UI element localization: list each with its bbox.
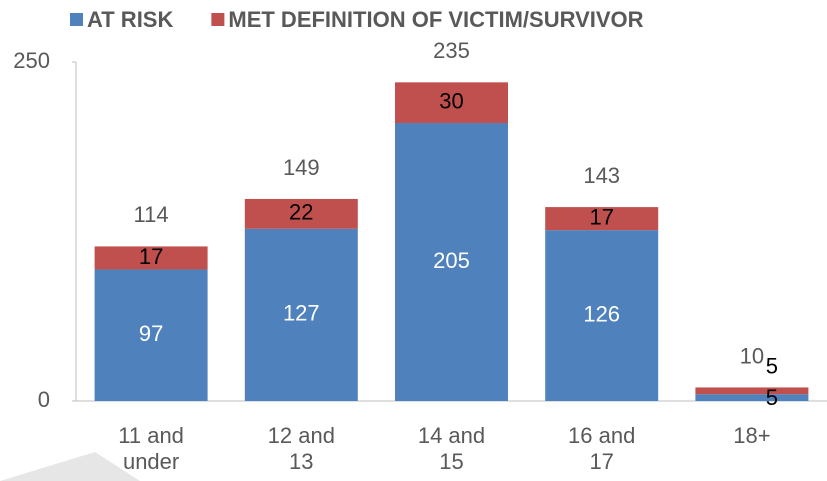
legend-swatch: [70, 13, 83, 26]
bar-segment: [695, 394, 809, 401]
value-label: 30: [439, 88, 463, 113]
x-tick-label: 18+: [733, 423, 771, 448]
value-label: 127: [283, 301, 320, 326]
legend-swatch: [211, 13, 225, 26]
bar-segment: [545, 230, 659, 401]
value-label: 5: [766, 353, 778, 378]
bar-segment: [395, 123, 508, 402]
value-label: 97: [139, 321, 163, 346]
bar-segment: [244, 198, 358, 229]
x-tick-label: 16 and 17: [568, 423, 636, 474]
total-label: 143: [583, 163, 620, 188]
value-label: 205: [433, 248, 470, 273]
x-tick-label: 11 and under: [118, 423, 184, 474]
bar-segment: [94, 269, 208, 401]
bar-segment: [94, 246, 208, 270]
legend-label: MET DEFINITION OF VICTIM/SURVIVOR: [228, 7, 643, 32]
x-tick-label: 14 and 15: [417, 423, 486, 474]
bar-segment: [395, 82, 508, 124]
bar-segment: [244, 228, 358, 401]
total-label: 10: [740, 343, 764, 368]
total-label: 235: [433, 38, 470, 63]
value-label: 17: [589, 204, 613, 229]
value-label: 126: [583, 301, 620, 326]
value-label: 5: [766, 385, 778, 410]
value-label: 17: [139, 244, 163, 269]
value-label: 22: [289, 200, 313, 225]
total-label: 114: [134, 202, 169, 227]
y-tick-label: 0: [38, 387, 50, 412]
total-label: 149: [283, 155, 320, 180]
x-tick-label: 12 and 13: [267, 423, 335, 474]
bar-segment: [545, 207, 659, 231]
bar-segment: [695, 387, 809, 395]
watermark-shape: [0, 452, 140, 481]
y-tick-label: 250: [13, 48, 50, 73]
legend-label: AT RISK: [87, 7, 173, 32]
